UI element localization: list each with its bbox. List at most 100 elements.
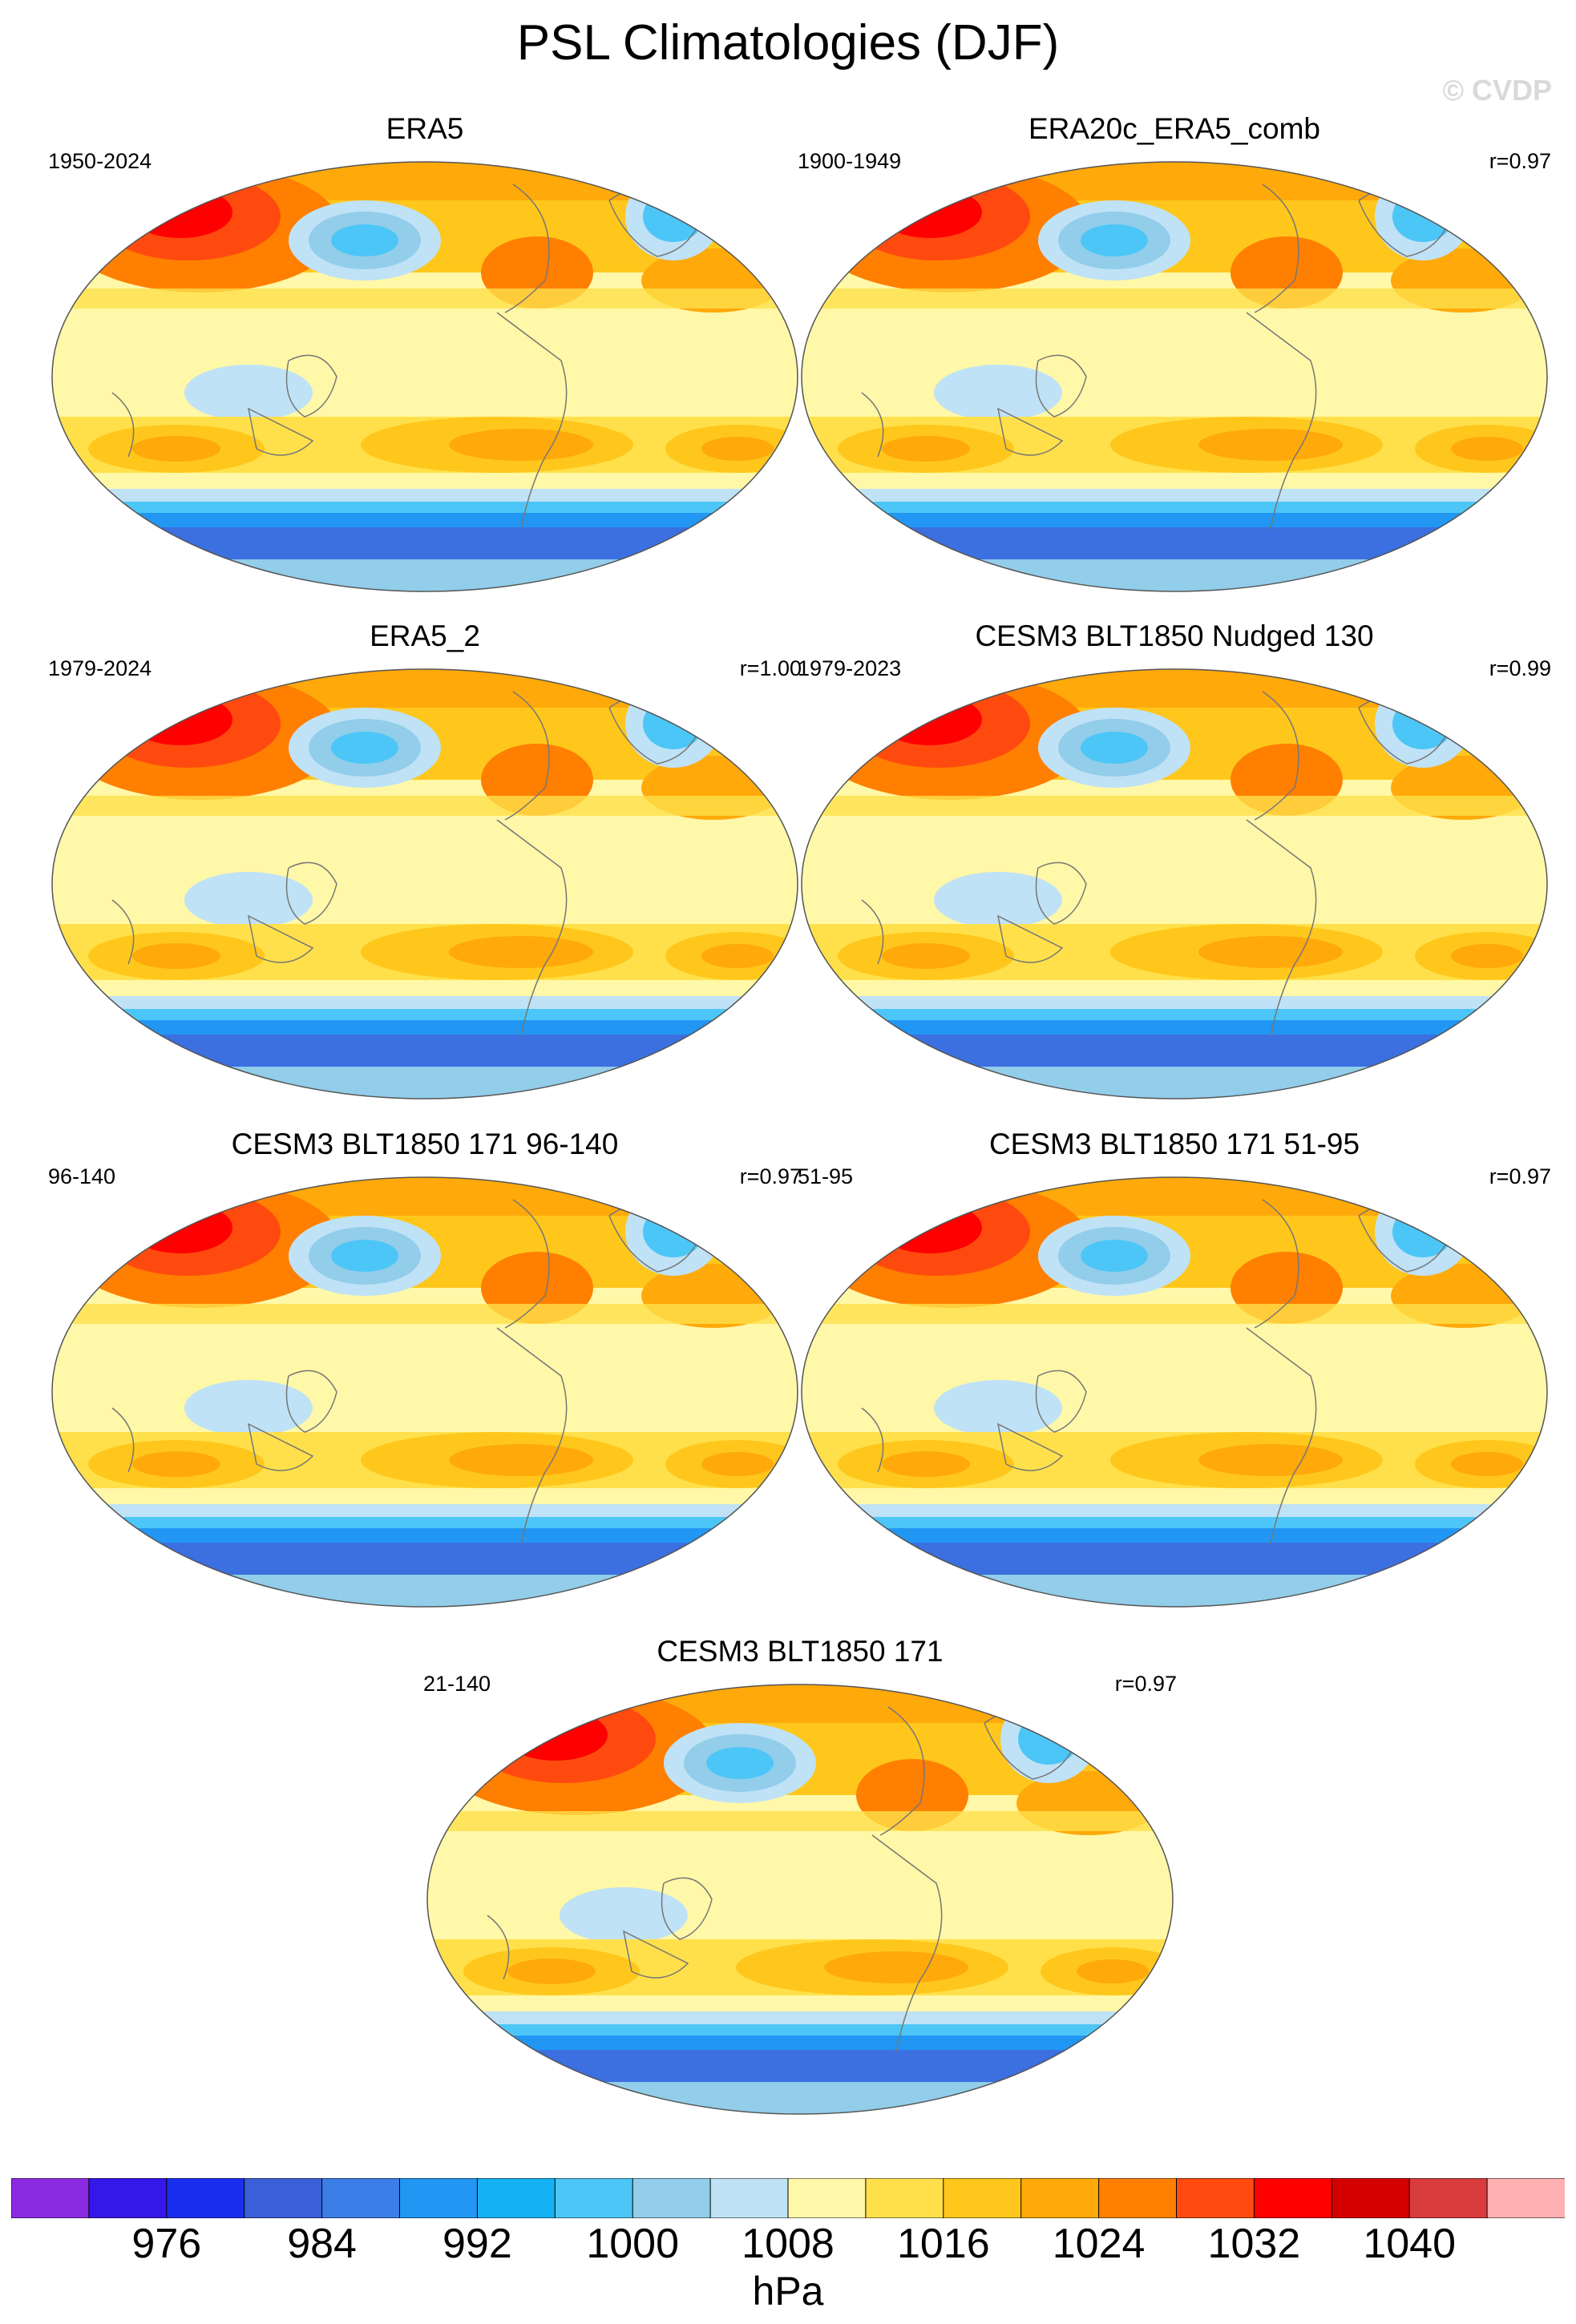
colorbar-tick-label: 976: [131, 2221, 202, 2267]
aleutian-low-core: [331, 224, 398, 256]
sh-high-2-core: [449, 1444, 593, 1476]
aleutian-low-core: [1081, 224, 1148, 256]
map-border: [426, 1684, 1174, 2115]
siberian-high-core: [128, 187, 232, 238]
colorbar-swatch: [88, 2178, 168, 2218]
so-band-1: [802, 1504, 1547, 1517]
coastline: [1035, 861, 1087, 925]
maritime-low: [184, 365, 313, 421]
coastline: [1246, 312, 1317, 530]
panel-correlation: r=0.97: [1114, 1672, 1177, 1696]
panel-correlation: r=1.00: [739, 656, 802, 680]
sh-high-3-core: [701, 944, 774, 968]
colorbar-swatch: [554, 2178, 634, 2218]
subtropical-band: [802, 1304, 1547, 1324]
coastline: [996, 407, 1064, 456]
arctic-band: [52, 1177, 798, 1216]
psl-map: [801, 668, 1548, 1099]
siberian-high-core: [128, 694, 232, 745]
so-band-3: [427, 2036, 1173, 2050]
siberian-high-core: [878, 694, 982, 745]
colorbar-swatch: [166, 2178, 245, 2218]
panel-period: 1950-2024: [48, 149, 152, 173]
map-field: [427, 1684, 1173, 2114]
map-field: [802, 162, 1547, 591]
antarctic-band: [802, 559, 1547, 591]
so-band-3: [52, 513, 798, 527]
map-border: [51, 668, 798, 1099]
panel-title: ERA20c_ERA5_comb: [1028, 112, 1321, 145]
map-field: [802, 1177, 1547, 1607]
psl-map: [51, 161, 798, 592]
panel-era20c-era5-comb: ERA20c_ERA5_comb 1900-1949 r=0.97: [798, 112, 1551, 617]
sh-high-2-core: [449, 429, 593, 461]
so-band-2: [52, 1009, 798, 1020]
panel-title: CESM3 BLT1850 Nudged 130: [975, 619, 1374, 652]
so-band-2: [802, 1009, 1547, 1020]
aleutian-low-core: [1081, 732, 1148, 764]
map-field: [802, 669, 1547, 1099]
so-band-1: [802, 996, 1547, 1009]
siberian-high-core: [878, 187, 982, 238]
aleutian-low-core: [331, 732, 398, 764]
coastline: [247, 914, 314, 963]
so-band-4: [427, 2050, 1173, 2082]
so-band-2: [802, 1517, 1547, 1528]
panel-correlation: r=0.97: [1489, 1164, 1551, 1188]
sh-high-3-core: [701, 437, 774, 461]
subtropical-band: [427, 1811, 1173, 1831]
antarctic-band: [802, 1067, 1547, 1099]
sh-high-1-core: [132, 436, 220, 462]
colorbar-tick-label: 1040: [1363, 2221, 1457, 2267]
map-border: [51, 161, 798, 592]
arctic-band: [52, 669, 798, 708]
subtropical-band: [802, 288, 1547, 309]
coastline: [996, 1422, 1064, 1471]
panel-title: CESM3 BLT1850 171: [657, 1635, 944, 1668]
map-border: [801, 1176, 1548, 1608]
colorbar-swatch: [1020, 2178, 1100, 2218]
colorbar-swatch: [244, 2178, 323, 2218]
colorbar-swatch: [1486, 2178, 1565, 2218]
colorbar-swatch: [943, 2178, 1022, 2218]
so-band-1: [52, 489, 798, 502]
panel-title: CESM3 BLT1850 171 51-95: [988, 1128, 1360, 1160]
maritime-low: [934, 1380, 1062, 1436]
map-field: [52, 669, 798, 1099]
sh-high-1-core: [507, 1959, 596, 1984]
coastline: [1035, 1370, 1087, 1433]
arctic-band: [802, 669, 1547, 708]
coastline: [1246, 1327, 1317, 1545]
colorbar-swatch: [632, 2178, 712, 2218]
colorbar-tick-label: 1008: [742, 2221, 834, 2267]
colorbar-swatch: [476, 2178, 556, 2218]
figure-title: PSL Climatologies (DJF): [516, 15, 1060, 71]
sh-high-3-core: [1451, 1452, 1523, 1476]
so-band-4: [802, 1543, 1547, 1575]
sh-high-2-core: [449, 936, 593, 968]
so-band-4: [52, 1035, 798, 1067]
coastline: [285, 354, 337, 418]
so-band-2: [52, 502, 798, 513]
colorbar-swatch: [1331, 2178, 1411, 2218]
panel-cesm3-21-140: CESM3 BLT1850 171 21-140 r=0.97: [423, 1635, 1177, 2140]
panel-era5: ERA5 1950-2024: [48, 112, 802, 617]
sh-high-1-core: [132, 943, 220, 969]
colorbar-swatch: [1408, 2178, 1489, 2218]
psl-map: [51, 668, 798, 1099]
coastline: [622, 1930, 689, 1979]
colorbar-tick-label: 1000: [586, 2221, 680, 2267]
siberian-high-core: [878, 1202, 982, 1253]
panel-period: 1979-2024: [48, 656, 152, 680]
aleutian-low-core: [331, 1240, 398, 1272]
sh-high-3-core: [1077, 1959, 1149, 1983]
so-band-4: [52, 527, 798, 559]
so-band-1: [427, 2011, 1173, 2024]
coastline: [247, 1422, 314, 1471]
map-field: [52, 1177, 798, 1607]
map-border: [801, 668, 1548, 1099]
colorbar-swatch: [1253, 2178, 1333, 2218]
coastline: [111, 392, 135, 458]
arctic-band: [802, 1177, 1547, 1216]
coastline: [496, 1327, 568, 1545]
